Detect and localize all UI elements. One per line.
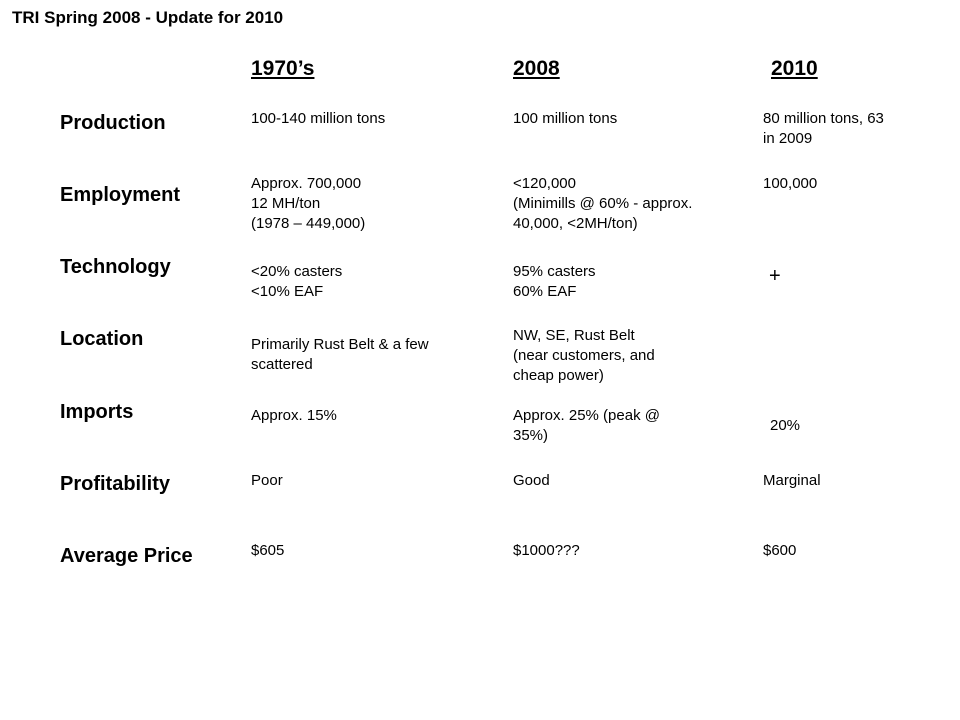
cell-average-price-1970s: $605 xyxy=(251,542,285,559)
cell-imports-1970s: Approx. 15% xyxy=(251,407,337,424)
slide-title: TRI Spring 2008 - Update for 2010 xyxy=(12,8,284,27)
row-label-technology: Technology xyxy=(60,256,171,278)
cell-employment-2010: 100,000 xyxy=(763,175,818,192)
cell-average-price-2008: $1000??? xyxy=(513,542,580,559)
row-label-production: Production xyxy=(60,112,166,134)
column-header-2008: 2008 xyxy=(513,57,560,80)
row-label-imports: Imports xyxy=(60,401,134,423)
cell-employment-2008: <120,000 (Minimills @ 60% - approx. 40,0… xyxy=(513,175,693,232)
cell-profitability-2008: Good xyxy=(513,472,550,489)
cell-technology-1970s: <20% casters <10% EAF xyxy=(251,263,343,300)
cell-production-1970s: 100-140 million tons xyxy=(251,110,386,127)
cell-profitability-2010: Marginal xyxy=(763,472,821,489)
cell-technology-2008: 95% casters 60% EAF xyxy=(513,263,596,300)
column-header-1970s: 1970’s xyxy=(251,57,315,80)
cell-employment-1970s: Approx. 700,000 12 MH/ton (1978 – 449,00… xyxy=(251,175,366,232)
row-label-employment: Employment xyxy=(60,184,181,206)
cell-imports-2008: Approx. 25% (peak @ 35%) xyxy=(513,407,660,444)
cell-location-2008: NW, SE, Rust Belt (near customers, and c… xyxy=(513,327,655,384)
cell-production-2008: 100 million tons xyxy=(513,110,618,127)
cell-average-price-2010: $600 xyxy=(763,542,797,559)
row-label-profitability: Profitability xyxy=(60,473,171,495)
row-label-location: Location xyxy=(60,328,144,350)
cell-location-1970s: Primarily Rust Belt & a few scattered xyxy=(251,336,429,373)
cell-profitability-1970s: Poor xyxy=(251,472,283,489)
cell-production-2010: 80 million tons, 63 in 2009 xyxy=(763,110,884,147)
column-header-2010: 2010 xyxy=(771,57,818,80)
row-label-average-price: Average Price xyxy=(60,545,193,567)
cell-technology-2010: + xyxy=(769,265,781,287)
cell-imports-2010: 20% xyxy=(770,417,801,434)
